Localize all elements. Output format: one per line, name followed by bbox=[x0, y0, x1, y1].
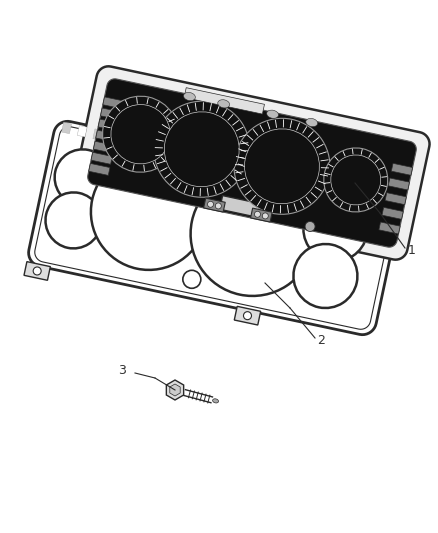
Polygon shape bbox=[379, 222, 400, 234]
Ellipse shape bbox=[55, 149, 111, 205]
Text: 2: 2 bbox=[317, 334, 325, 346]
Polygon shape bbox=[382, 207, 403, 219]
Polygon shape bbox=[88, 79, 416, 247]
Ellipse shape bbox=[102, 96, 179, 172]
Ellipse shape bbox=[305, 221, 315, 231]
Polygon shape bbox=[251, 208, 272, 222]
Polygon shape bbox=[388, 178, 410, 190]
Polygon shape bbox=[343, 182, 353, 193]
Polygon shape bbox=[359, 185, 369, 197]
Polygon shape bbox=[220, 196, 265, 219]
Ellipse shape bbox=[293, 244, 357, 308]
Polygon shape bbox=[100, 108, 122, 120]
Ellipse shape bbox=[184, 92, 195, 101]
Ellipse shape bbox=[244, 129, 319, 204]
Ellipse shape bbox=[218, 100, 230, 108]
Polygon shape bbox=[109, 132, 118, 144]
Polygon shape bbox=[385, 192, 406, 205]
Ellipse shape bbox=[244, 312, 251, 320]
Polygon shape bbox=[93, 129, 103, 140]
Ellipse shape bbox=[191, 172, 314, 296]
Ellipse shape bbox=[304, 197, 367, 261]
Polygon shape bbox=[187, 149, 197, 160]
Polygon shape bbox=[103, 97, 124, 109]
Polygon shape bbox=[391, 163, 413, 175]
Text: 1: 1 bbox=[408, 244, 416, 256]
Polygon shape bbox=[98, 119, 120, 131]
Ellipse shape bbox=[262, 213, 268, 219]
Polygon shape bbox=[297, 172, 306, 183]
Ellipse shape bbox=[254, 211, 261, 217]
Ellipse shape bbox=[46, 192, 102, 248]
Ellipse shape bbox=[111, 104, 170, 164]
Polygon shape bbox=[234, 306, 261, 325]
Polygon shape bbox=[24, 262, 50, 280]
Polygon shape bbox=[96, 130, 117, 142]
Polygon shape bbox=[28, 122, 401, 335]
Polygon shape bbox=[77, 126, 87, 137]
Ellipse shape bbox=[234, 118, 330, 214]
Text: 3: 3 bbox=[118, 365, 126, 377]
Ellipse shape bbox=[212, 399, 219, 403]
Polygon shape bbox=[328, 179, 338, 190]
Ellipse shape bbox=[154, 101, 250, 197]
Ellipse shape bbox=[306, 118, 318, 127]
Polygon shape bbox=[166, 380, 184, 400]
Polygon shape bbox=[249, 162, 259, 174]
Polygon shape bbox=[281, 169, 291, 180]
Polygon shape bbox=[171, 146, 181, 157]
Polygon shape bbox=[35, 127, 395, 329]
Polygon shape bbox=[202, 152, 212, 164]
Ellipse shape bbox=[183, 270, 201, 288]
Ellipse shape bbox=[208, 201, 213, 207]
Polygon shape bbox=[89, 164, 110, 175]
Polygon shape bbox=[234, 159, 244, 170]
Polygon shape bbox=[312, 175, 322, 187]
Ellipse shape bbox=[33, 267, 41, 275]
Ellipse shape bbox=[324, 148, 388, 212]
Polygon shape bbox=[155, 142, 166, 154]
Polygon shape bbox=[265, 165, 275, 177]
Ellipse shape bbox=[215, 203, 221, 209]
Ellipse shape bbox=[164, 112, 239, 187]
Polygon shape bbox=[218, 156, 228, 167]
Polygon shape bbox=[204, 198, 225, 212]
Ellipse shape bbox=[91, 154, 207, 270]
Polygon shape bbox=[170, 384, 180, 396]
Polygon shape bbox=[124, 135, 134, 147]
Polygon shape bbox=[91, 152, 112, 164]
Polygon shape bbox=[74, 66, 430, 260]
Polygon shape bbox=[93, 141, 115, 153]
Ellipse shape bbox=[267, 110, 279, 118]
Polygon shape bbox=[184, 87, 265, 114]
Polygon shape bbox=[140, 139, 150, 150]
Polygon shape bbox=[62, 122, 71, 134]
Ellipse shape bbox=[331, 155, 381, 205]
